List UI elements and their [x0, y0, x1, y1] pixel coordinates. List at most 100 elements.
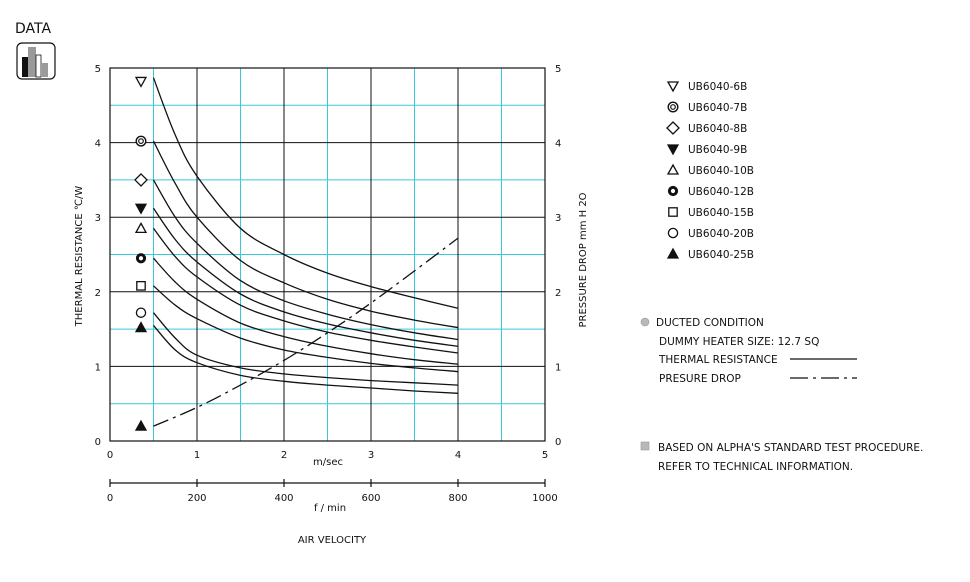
legend-item: UB6040-20B — [667, 227, 754, 240]
secondary-tick-label: 200 — [187, 493, 206, 504]
triangle-up-icon — [666, 163, 680, 175]
legend-marker — [666, 81, 680, 93]
curve-ub6040-20b — [153, 312, 459, 386]
y-right-tick-label: 0 — [555, 437, 561, 448]
based-note-line2: REFER TO TECHNICAL INFORMATION. — [658, 461, 853, 473]
legend-label: UB6040-12B — [688, 186, 754, 198]
circle-icon — [135, 307, 147, 318]
x-axis-secondary-label: f / min — [314, 503, 346, 514]
plot-frame — [109, 67, 546, 442]
legend-label: UB6040-9B — [688, 144, 747, 156]
square-icon — [136, 280, 146, 291]
bold-circle-icon — [135, 253, 147, 264]
inner-ring-icon — [138, 138, 144, 145]
y-axis-left-label: THERMAL RESISTANCE ℃/W — [74, 186, 85, 328]
bar-chart-icon — [16, 42, 56, 80]
legend-item: UB6040-10B — [666, 163, 754, 177]
x-tick-label: 2 — [281, 450, 287, 461]
curve-ub6040-7b — [152, 140, 459, 329]
y-left-tick-label: 3 — [95, 213, 101, 224]
legend-label: UB6040-25B — [688, 249, 754, 261]
triangle-down-filled-icon — [134, 203, 148, 215]
major-grid — [109, 67, 546, 442]
diamond-icon — [666, 121, 680, 135]
triangle-down-icon — [134, 76, 148, 88]
legend-marker — [666, 163, 680, 175]
pressure-note-label: PRESURE DROP — [659, 373, 741, 385]
square-icon — [668, 207, 678, 217]
marker-ub6040-9b — [134, 203, 148, 215]
y-right-tick-label: 2 — [555, 288, 561, 299]
x-axis-title: AIR VELOCITY — [298, 535, 367, 546]
data-badge: DATA — [15, 21, 56, 80]
legend-label: UB6040-15B — [688, 207, 754, 219]
series-markers — [134, 76, 148, 431]
y-left-tick-label: 2 — [95, 288, 101, 299]
circle-icon — [667, 227, 679, 239]
y-left-tick-label: 4 — [95, 139, 101, 150]
legend-marker — [666, 247, 680, 259]
legend-label: UB6040-10B — [688, 165, 754, 177]
y-left-tick-label: 1 — [95, 362, 101, 373]
marker-ub6040-6b — [134, 76, 148, 88]
legend-item: UB6040-8B — [666, 121, 747, 135]
triangle-down-filled-icon — [666, 144, 680, 156]
triangle-up-filled-icon — [134, 419, 148, 431]
x-tick-label: 1 — [194, 450, 200, 461]
diamond-icon — [134, 172, 148, 187]
based-bullet-icon — [640, 441, 650, 451]
legend: UB6040-6B UB6040-7B UB6040-8B UB6040-9B UB60… — [666, 81, 754, 261]
curve-ub6040-9b — [152, 207, 459, 347]
x-tick-label: 4 — [455, 450, 461, 461]
pressure-drop-line — [153, 237, 459, 427]
legend-marker — [667, 101, 679, 113]
secondary-tick-label: 800 — [448, 493, 467, 504]
inner-ring-icon — [670, 104, 676, 110]
x-tick-label: 0 — [107, 450, 113, 461]
legend-marker — [667, 227, 679, 239]
triangle-down-icon — [666, 81, 680, 93]
y-left-tick-label: 0 — [95, 437, 101, 448]
y-right-tick-label: 3 — [555, 213, 561, 224]
legend-label: UB6040-7B — [688, 102, 747, 114]
legend-label: UB6040-20B — [688, 228, 754, 240]
ducted-bullet-icon — [640, 317, 650, 327]
y-left-tick-label: 5 — [95, 64, 101, 75]
heater-size: DUMMY HEATER SIZE: 12.7 SQ — [659, 336, 819, 348]
curve-ub6040-6b — [152, 77, 459, 309]
marker-ub6040-7b — [135, 135, 147, 147]
marker-ub6040-20b — [135, 307, 147, 318]
legend-item: UB6040-7B — [667, 101, 747, 114]
ducted-notes: DUCTED CONDITION DUMMY HEATER SIZE: 12.7… — [640, 317, 923, 473]
curve-ub6040-8b — [152, 179, 459, 341]
marker-ub6040-12b — [135, 253, 147, 264]
x-axis-label: m/sec — [313, 457, 343, 468]
thermal-note-label: THERMAL RESISTANCE — [658, 354, 778, 366]
curve-ub6040-12b — [153, 257, 459, 365]
bold-circle-icon — [667, 185, 679, 197]
marker-ub6040-15b — [136, 280, 146, 291]
legend-label: UB6040-8B — [688, 123, 747, 135]
triangle-up-filled-icon — [134, 321, 148, 333]
legend-item: UB6040-6B — [666, 81, 747, 93]
thermal-resistance-curves — [152, 77, 459, 394]
pressure-drop-curve — [153, 237, 459, 427]
legend-marker — [667, 185, 679, 197]
data-badge-label: DATA — [15, 21, 51, 37]
legend-item: UB6040-15B — [668, 207, 754, 219]
triangle-up-icon — [134, 222, 148, 234]
legend-marker — [666, 121, 680, 135]
y-right-tick-label: 5 — [555, 64, 561, 75]
x-tick-label: 5 — [542, 450, 548, 461]
curve-ub6040-25b — [153, 324, 459, 394]
legend-item: UB6040-25B — [666, 247, 754, 261]
marker-ub6040-8b — [134, 172, 148, 187]
legend-item: UB6040-12B — [667, 185, 754, 198]
curve-ub6040-15b — [153, 285, 459, 373]
legend-marker — [668, 207, 678, 217]
curve-ub6040-10b — [152, 228, 459, 354]
based-note-line1: BASED ON ALPHA'S STANDARD TEST PROCEDURE… — [658, 442, 923, 454]
secondary-tick-label: 1000 — [532, 493, 557, 504]
